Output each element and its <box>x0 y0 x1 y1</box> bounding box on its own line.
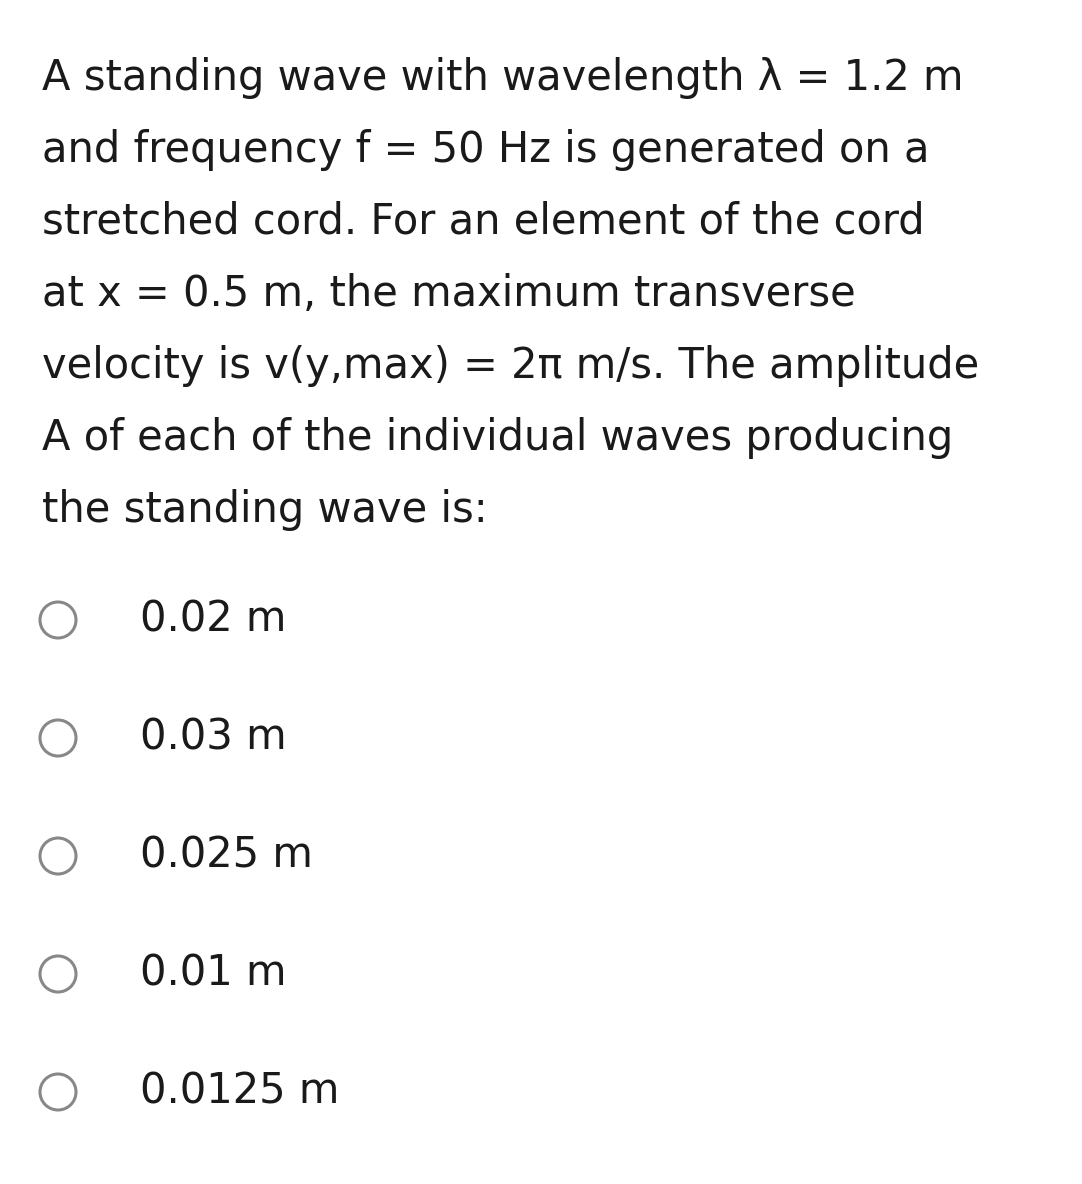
Text: velocity is v(y,max) = 2π m/s. The amplitude: velocity is v(y,max) = 2π m/s. The ampli… <box>42 345 979 387</box>
Text: 0.02 m: 0.02 m <box>140 599 287 641</box>
Text: at x = 0.5 m, the maximum transverse: at x = 0.5 m, the maximum transverse <box>42 274 856 315</box>
Text: stretched cord. For an element of the cord: stretched cord. For an element of the co… <box>42 201 925 243</box>
Text: 0.01 m: 0.01 m <box>140 953 287 995</box>
Text: A of each of the individual waves producing: A of each of the individual waves produc… <box>42 417 953 459</box>
Text: the standing wave is:: the standing wave is: <box>42 489 488 530</box>
Text: and frequency f = 50 Hz is generated on a: and frequency f = 50 Hz is generated on … <box>42 129 929 170</box>
Text: 0.0125 m: 0.0125 m <box>140 1072 340 1113</box>
Text: A standing wave with wavelength λ = 1.2 m: A standing wave with wavelength λ = 1.2 … <box>42 57 963 99</box>
Text: 0.03 m: 0.03 m <box>140 718 287 759</box>
Text: 0.025 m: 0.025 m <box>140 835 313 877</box>
